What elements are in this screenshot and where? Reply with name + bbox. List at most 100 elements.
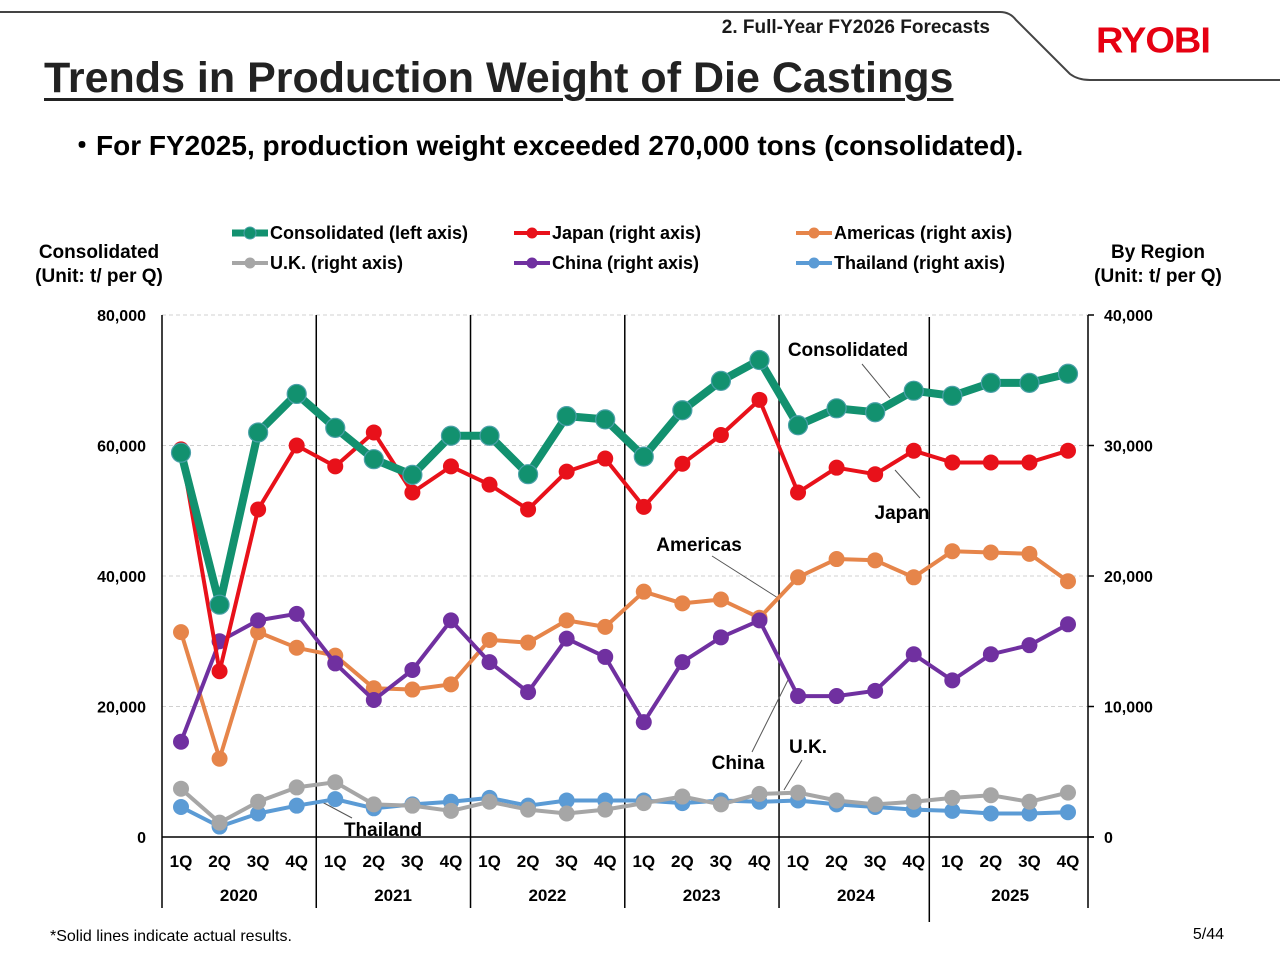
series-japan [173, 391, 1076, 680]
quarter-label: 2Q [980, 852, 1003, 871]
legend-item-americas: Americas (right axis) [796, 223, 1012, 243]
data-point-china [558, 630, 575, 647]
data-point-china [944, 672, 961, 689]
data-point-consolidated [402, 464, 423, 485]
data-point-thailand [558, 792, 575, 809]
quarter-label: 2Q [825, 852, 848, 871]
series [170, 349, 1079, 835]
data-point-consolidated [865, 402, 886, 423]
data-point-japan [867, 466, 884, 483]
data-point-china [635, 714, 652, 731]
data-point-uk [442, 802, 459, 819]
data-point-americas [905, 569, 922, 586]
quarter-label: 1Q [324, 852, 347, 871]
left-tick-label: 80,000 [97, 308, 146, 325]
footnote: *Solid lines indicate actual results. [50, 928, 292, 945]
data-point-japan [751, 391, 768, 408]
quarter-label: 3Q [864, 852, 887, 871]
legend-label: Consolidated (left axis) [270, 223, 468, 243]
data-point-uk [173, 780, 189, 797]
data-point-thailand [944, 802, 961, 819]
data-point-consolidated [479, 425, 500, 446]
year-label: 2021 [374, 886, 412, 905]
quarter-label: 3Q [247, 852, 270, 871]
data-point-japan [1021, 454, 1038, 471]
data-point-consolidated [942, 385, 963, 407]
series-china [173, 605, 1076, 750]
data-point-consolidated [556, 406, 577, 427]
data-point-consolidated [325, 417, 346, 438]
data-point-china [1021, 637, 1038, 654]
data-point-consolidated [749, 349, 770, 371]
data-point-consolidated [209, 594, 230, 615]
data-point-china [250, 612, 267, 629]
callout-leader-line [711, 555, 779, 599]
legend-item-china: China (right axis) [514, 253, 699, 273]
left-axis-title-line2: (Unit: t/ per Q) [35, 266, 163, 287]
data-point-china [790, 688, 807, 705]
data-point-americas [173, 624, 189, 641]
left-tick-label: 0 [137, 830, 146, 847]
quarter-label: 3Q [710, 852, 733, 871]
ryobi-logo: RYOBI [1096, 21, 1211, 61]
right-tick-label: 30,000 [1104, 439, 1153, 456]
header-decoration [0, 11, 1280, 81]
data-point-americas [674, 595, 691, 612]
left-tick-label: 60,000 [97, 439, 146, 456]
data-point-japan [944, 454, 961, 471]
year-label: 2025 [991, 886, 1029, 905]
data-point-americas [211, 750, 228, 767]
data-point-uk [1021, 793, 1038, 810]
data-point-thailand [250, 805, 267, 822]
data-point-americas [520, 634, 537, 651]
summary-bullet: ・For FY2025, production weight exceeded … [68, 130, 1024, 161]
data-point-japan [558, 463, 575, 480]
data-point-uk [1060, 784, 1076, 801]
right-tick-label: 20,000 [1104, 569, 1153, 586]
quarter-label: 4Q [440, 852, 463, 871]
legend-label: U.K. (right axis) [270, 253, 403, 273]
data-point-uk [790, 784, 807, 801]
data-point-japan [635, 498, 652, 515]
data-point-americas [867, 552, 884, 569]
data-point-consolidated [1057, 363, 1079, 384]
data-point-china [867, 682, 884, 699]
data-point-consolidated [517, 464, 539, 485]
callout-leader-line [894, 469, 921, 499]
data-point-japan [365, 424, 382, 441]
legend-label: Thailand (right axis) [834, 253, 1005, 273]
series-uk [173, 774, 1076, 831]
data-point-japan [288, 437, 305, 454]
data-point-china [481, 654, 498, 671]
data-point-consolidated [826, 398, 847, 419]
data-point-china [905, 646, 922, 663]
data-point-china [674, 654, 691, 671]
data-point-americas [712, 591, 729, 608]
data-point-japan [442, 458, 459, 475]
data-point-japan [211, 663, 228, 680]
legend-swatch-marker [526, 257, 538, 269]
data-point-china [828, 688, 845, 705]
callout-label-thailand: Thailand [344, 820, 422, 841]
data-point-consolidated [710, 370, 732, 392]
left-axis-title-line1: Consolidated [39, 242, 159, 263]
year-label: 2024 [837, 886, 875, 905]
right-tick-label: 0 [1104, 830, 1113, 847]
data-point-americas [635, 583, 652, 600]
data-point-china [982, 646, 999, 663]
data-point-uk [674, 788, 691, 805]
callout-label-americas: Americas [656, 535, 742, 556]
axis-labels: Consolidated (Unit: t/ per Q) By Region … [35, 242, 1222, 287]
data-point-uk [250, 793, 267, 810]
quarter-label: 2Q [671, 852, 694, 871]
data-point-consolidated [363, 449, 384, 470]
data-point-uk [597, 801, 614, 818]
left-tick-label: 20,000 [97, 700, 146, 717]
quarter-label: 1Q [941, 852, 964, 871]
data-point-uk [520, 801, 537, 818]
data-point-americas [481, 631, 498, 648]
quarter-label: 1Q [787, 852, 810, 871]
data-point-uk [211, 814, 228, 831]
data-point-consolidated [980, 372, 1001, 393]
data-point-japan [828, 459, 845, 476]
